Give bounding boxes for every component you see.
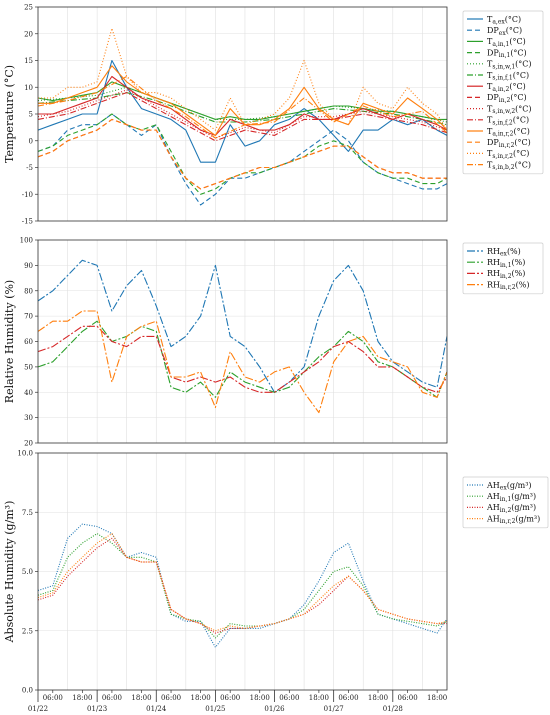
x-tick-label-hour: 06:00 (279, 694, 299, 702)
series-line-s-in-w-2 (38, 89, 447, 139)
y-tick-label: 25 (24, 4, 33, 12)
y-tick-label: 5.0 (22, 568, 33, 576)
x-tick-label-hour: 18:00 (250, 694, 270, 702)
y-axis-title: Relative Humidity (%) (3, 280, 16, 403)
legend-entry: RHex(%) (487, 247, 521, 258)
y-tick-label: 20 (24, 30, 33, 38)
series-line-ex (38, 523, 447, 648)
x-tick-label-hour: 06:00 (397, 694, 417, 702)
legend-entry: Ts,in,w,1(°C) (487, 60, 532, 71)
x-tick-label-hour: 18:00 (427, 694, 447, 702)
y-tick-label: 5 (29, 111, 33, 119)
chart-panel-3: 0.0 2.5 5.0 7.5 10.0 Absolute Humidity (g/m³)… (3, 450, 549, 695)
y-axis-title: Temperature (°C) (3, 65, 16, 163)
x-tick-label-hour: 18:00 (131, 694, 151, 702)
x-tick-label-hour: 18:00 (72, 694, 92, 702)
series-line-in-r-2 (38, 533, 447, 632)
y-tick-label: 90 (24, 262, 33, 270)
x-tick-label-hour: 18:00 (368, 694, 388, 702)
y-tick-label: 2.5 (22, 627, 33, 635)
legend-entry: AHin,r,2(g/m³) (486, 514, 540, 525)
legend-entry: RHin,r,2(%) (487, 280, 529, 291)
y-tick-label: 70 (24, 313, 33, 321)
legend-entry: Ta,ex(°C) (487, 15, 521, 26)
legend-entry: Ts,in,f,1(°C) (487, 71, 529, 82)
x-tick-label-hour: 06:00 (220, 694, 240, 702)
x-axis: 06:00 18:00 06:00 18:00 06:00 18:00 06:00 18:00… (28, 690, 447, 713)
series-line-ex (38, 113, 447, 206)
legend: RHex(%)RHin,1(%)RHin,2(%)RHin,r,2(%) (462, 242, 544, 295)
series-line-in-1 (38, 320, 447, 398)
y-tick-label: 40 (24, 389, 33, 397)
x-tick-label-day: 01/26 (264, 705, 285, 713)
x-tick-label-hour: 06:00 (338, 694, 358, 702)
legend-entry: DPin,2(°C) (487, 93, 527, 104)
chart-panel-1: -15 -10 -5 0 5 10 15 20 25 Temperature (°C) Ta,ex(… (3, 4, 544, 226)
y-tick-label: 80 (24, 287, 33, 295)
x-tick-label-day: 01/25 (205, 705, 225, 713)
y-tick-label: 15 (24, 57, 33, 65)
x-tick-label-day: 01/22 (28, 705, 48, 713)
legend-entry: AHin,2(g/m³) (486, 503, 536, 514)
series-line-s-in-b-2 (38, 75, 447, 139)
x-tick-label-day: 01/28 (383, 705, 403, 713)
y-tick-label: 50 (24, 363, 33, 371)
y-tick-label: -10 (22, 191, 33, 199)
x-tick-label-hour: 06:00 (102, 694, 122, 702)
y-tick-label: 0.0 (22, 687, 33, 695)
legend-box (462, 476, 549, 529)
series-line-in-r-2 (38, 310, 447, 414)
series-lines (38, 259, 447, 414)
y-tick-label: 60 (24, 338, 33, 346)
series-line-in-2 (38, 325, 447, 393)
y-tick-label: 10.0 (17, 450, 33, 458)
x-tick-label-hour: 06:00 (161, 694, 181, 702)
x-tick-label-hour: 18:00 (309, 694, 329, 702)
legend-entry: Ta,in,r,2(°C) (487, 127, 530, 138)
y-axis-title: Absolute Humidity (g/m³) (3, 501, 16, 644)
y-tick-label: 20 (24, 440, 33, 448)
y-tick-label: 100 (20, 237, 33, 245)
legend-box (462, 10, 544, 175)
series-line-s-in-w-1 (38, 86, 447, 123)
legend: AHex(g/m³)AHin,1(g/m³)AHin,2(g/m³)AHin,r… (462, 476, 549, 529)
series-line-ex (38, 259, 447, 393)
legend-entry: RHin,1(%) (487, 258, 525, 269)
legend-entry: DPin,1(°C) (487, 48, 527, 59)
legend-entry: DPex(°C) (487, 26, 522, 37)
legend-entry: DPin,r,2(°C) (487, 138, 531, 149)
series-line-a-ex (38, 59, 447, 163)
y-tick-label: 7.5 (22, 509, 33, 517)
y-tick-label: 30 (24, 414, 33, 422)
legend-entry: Ta,in,1(°C) (487, 37, 526, 48)
legend-entry: Ts,in,b,2(°C) (487, 160, 531, 171)
series-lines (38, 27, 447, 206)
x-tick-label-hour: 18:00 (191, 694, 211, 702)
legend-entry: Ta,in,2(°C) (487, 82, 526, 93)
y-tick-label: 10 (24, 84, 33, 92)
series-line-s-in-f-2 (38, 92, 447, 142)
legend: Ta,ex(°C)DPex(°C)Ta,in,1(°C)DPin,1(°C)Ts… (462, 10, 544, 175)
legend-entry: Ts,in,f,2(°C) (487, 116, 529, 127)
legend-entry: Ts,in,w,2(°C) (487, 104, 532, 115)
x-tick-label-day: 01/24 (146, 705, 167, 713)
x-tick-label-day: 01/27 (324, 705, 344, 713)
series-line-in-1 (38, 533, 447, 639)
x-tick-label-day: 01/23 (87, 705, 107, 713)
series-line-s-in-f-1 (38, 92, 447, 126)
legend-entry: Ts,in,r,2(°C) (487, 149, 529, 160)
y-tick-label: -5 (26, 164, 33, 172)
legend-entry: AHex(g/m³) (486, 481, 532, 492)
x-tick-label-hour: 06:00 (43, 694, 63, 702)
chart-panel-2: 20 30 40 50 60 70 80 90 100 Relative Humidity (%)… (3, 237, 544, 448)
legend-entry: RHin,2(%) (487, 269, 525, 280)
legend-box (462, 242, 544, 295)
y-tick-label: 0 (29, 137, 33, 145)
y-tick-label: -15 (22, 218, 33, 226)
series-lines (38, 523, 447, 648)
legend-entry: AHin,1(g/m³) (486, 492, 536, 503)
series-line-in-r-2 (38, 118, 447, 190)
